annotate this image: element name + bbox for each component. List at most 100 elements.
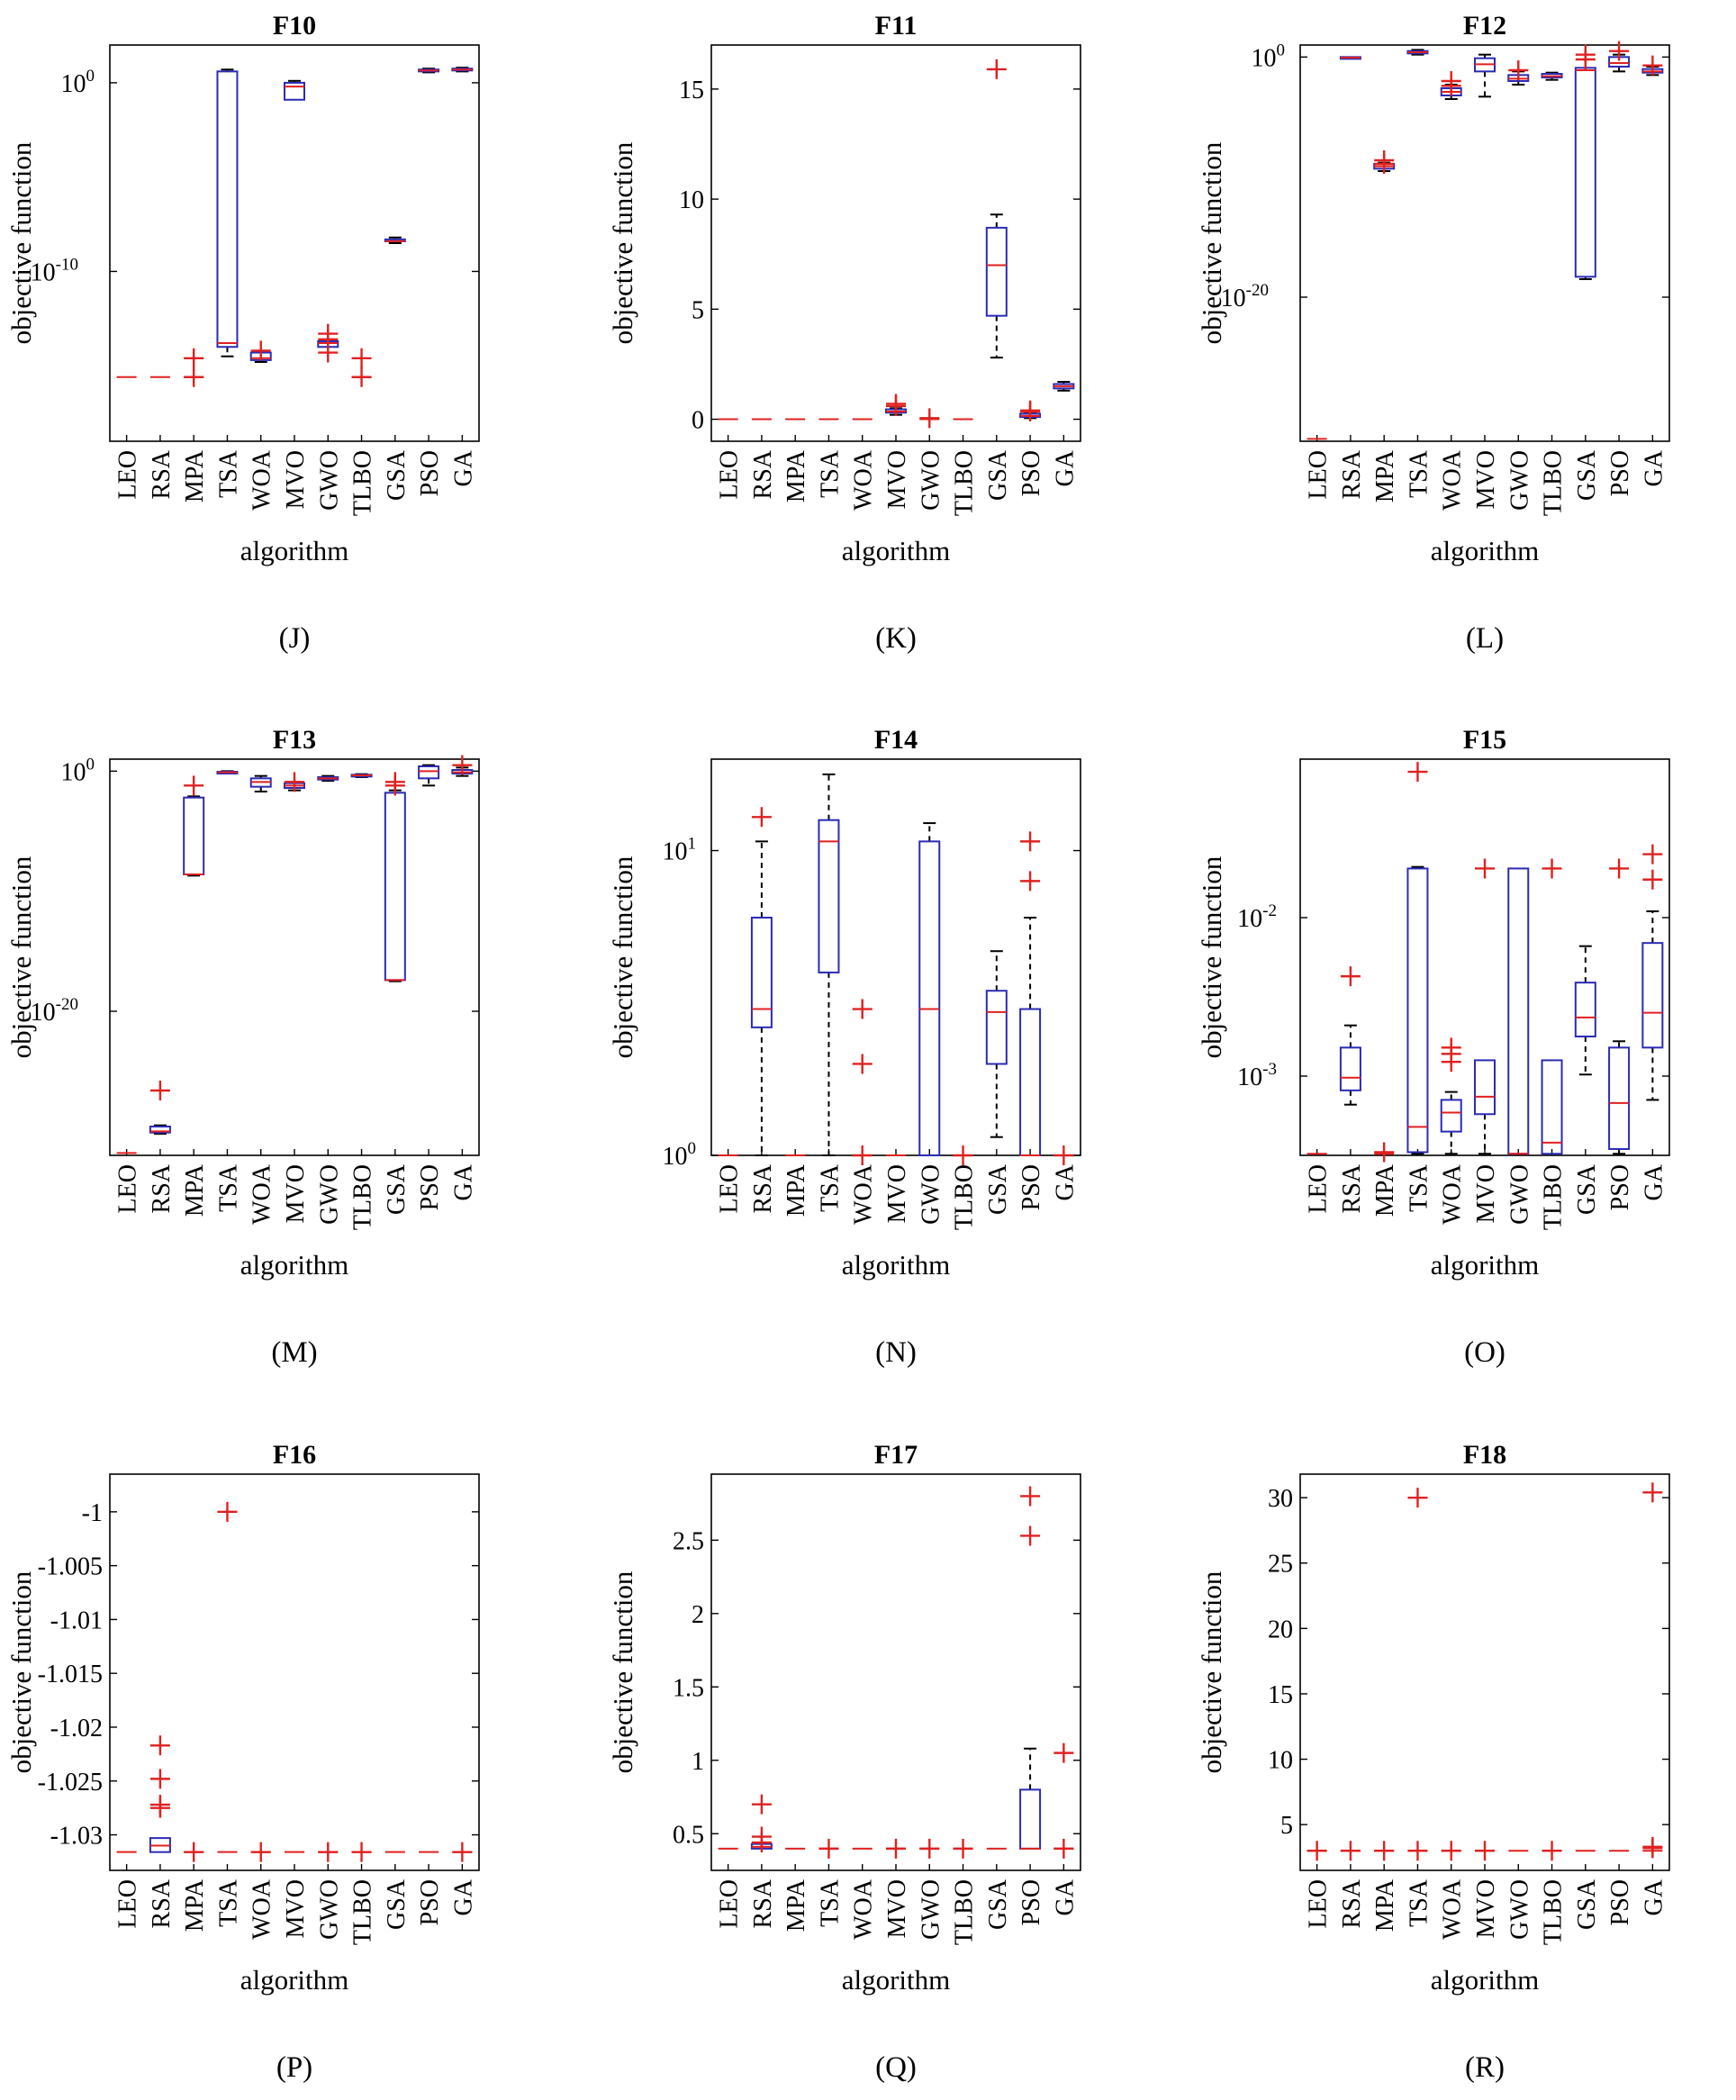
plot-frame: [1299, 1473, 1670, 1871]
outlier-marker: [1609, 858, 1630, 879]
outlier-marker: [1407, 1488, 1428, 1508]
outlier-marker: [1642, 55, 1663, 76]
box-woa: [249, 774, 272, 792]
box-gwo: [317, 323, 339, 363]
box-iqr: [1541, 1059, 1563, 1155]
x-tick-label: PSO: [1606, 450, 1634, 496]
panel-caption: (P): [276, 2051, 312, 2084]
plot-frame: [710, 44, 1081, 442]
panel-caption: (K): [875, 622, 917, 655]
outlier-marker: [1307, 1841, 1327, 1861]
y-tick-label: 0: [692, 407, 704, 435]
outlier-marker: [318, 342, 339, 363]
panel-f17: F17 0.5 1 1.5 2 2.5 objective function LEO RSA MP…: [607, 1440, 1081, 2084]
box-rsa: [750, 807, 773, 1156]
x-tick-label: MVO: [1472, 1879, 1500, 1938]
y-tick-label: 101: [663, 835, 697, 866]
x-tick-label: GSA: [1573, 1878, 1601, 1930]
x-tick-label: GWO: [315, 1164, 343, 1225]
plot-frame: [109, 758, 480, 1156]
outlier-marker: [886, 394, 906, 414]
outlier-marker: [452, 1842, 473, 1862]
x-tick-label: GA: [449, 449, 477, 486]
box-mpa: [1373, 150, 1396, 174]
box-woa: [1440, 71, 1462, 100]
y-axis-label: objective function: [607, 855, 638, 1058]
x-tick-label: GSA: [383, 1878, 411, 1930]
x-tick-label: MVO: [883, 450, 911, 509]
x-tick-label: RSA: [148, 1163, 176, 1213]
x-tick-label: GWO: [917, 450, 945, 511]
panel-f15: F15 10-2 10-3 objective function LEO RSA MPA TS…: [1196, 725, 1670, 1369]
x-tick-label: LEO: [1305, 450, 1333, 499]
chart-title: F12: [1463, 11, 1506, 41]
panel-caption: (L): [1466, 622, 1504, 655]
box-mvo: [885, 394, 907, 416]
box-gwo: [918, 822, 941, 1157]
y-tick-label: 100: [663, 1139, 697, 1171]
x-tick-label: MPA: [1371, 1163, 1399, 1217]
outlier-marker: [986, 59, 1007, 79]
outlier-marker: [452, 755, 473, 775]
x-tick-label: TSA: [1405, 449, 1433, 498]
y-axis-label: objective function: [5, 1570, 37, 1773]
plot-frame: [710, 758, 1081, 1156]
box-mvo: [886, 1838, 906, 1859]
x-tick-label: RSA: [148, 1878, 176, 1928]
x-axis-label: algorithm: [240, 1964, 349, 1996]
x-tick-label: LEO: [114, 450, 142, 499]
outlier-marker: [1374, 1841, 1395, 1861]
y-tick-label: -1.005: [38, 1553, 103, 1581]
y-tick-label: 100: [61, 755, 95, 786]
x-tick-label: GA: [1051, 449, 1079, 486]
outlier-marker: [318, 1842, 339, 1862]
x-tick-label: GWO: [917, 1164, 945, 1225]
y-tick-label: 100: [1252, 41, 1286, 72]
x-tick-label: GSA: [383, 449, 411, 501]
panel-caption: (O): [1464, 1336, 1505, 1369]
box-iqr: [183, 796, 205, 876]
plot-frame: [1299, 44, 1670, 442]
outlier-marker: [250, 1842, 271, 1862]
x-tick-label: TSA: [1405, 1163, 1433, 1212]
x-tick-label: GWO: [315, 1879, 343, 1940]
x-tick-label: PSO: [1017, 450, 1045, 496]
chart-title: F13: [273, 725, 316, 755]
x-tick-label: GWO: [1505, 450, 1533, 511]
box-pso: [1019, 400, 1042, 421]
outlier-marker: [852, 999, 873, 1019]
box-woa: [250, 1842, 271, 1862]
x-tick-label: MVO: [1472, 450, 1500, 509]
panel-caption: (R): [1465, 2051, 1505, 2084]
box-tsa: [216, 68, 239, 358]
x-tick-label: WOA: [1439, 1878, 1467, 1940]
box-rsa: [149, 1735, 171, 1853]
outlier-marker: [1020, 400, 1041, 421]
outlier-marker: [1508, 60, 1529, 80]
y-tick-label: 5: [1280, 1812, 1293, 1840]
y-tick-label: 20: [1268, 1616, 1293, 1643]
outlier-marker: [184, 367, 204, 387]
outlier-marker: [1475, 858, 1495, 879]
outlier-marker: [1642, 1836, 1663, 1857]
x-tick-label: TLBO: [349, 1164, 377, 1230]
plot-frame: [710, 1473, 1081, 1871]
outlier-marker: [1441, 1841, 1461, 1861]
panel-caption: (J): [279, 622, 311, 655]
x-tick-label: GA: [1640, 449, 1668, 486]
x-tick-label: PSO: [416, 450, 444, 496]
box-mpa: [184, 1842, 204, 1862]
outlier-marker: [250, 340, 271, 361]
box-tsa: [217, 1501, 238, 1853]
x-tick-label: LEO: [716, 450, 744, 499]
box-mpa: [184, 348, 204, 387]
outlier-marker: [149, 1769, 170, 1789]
x-tick-label: MPA: [181, 449, 209, 502]
box-iqr: [1019, 1788, 1042, 1850]
x-tick-label: LEO: [716, 1879, 744, 1928]
plot-frame: [109, 1473, 480, 1871]
box-gwo: [317, 774, 339, 782]
